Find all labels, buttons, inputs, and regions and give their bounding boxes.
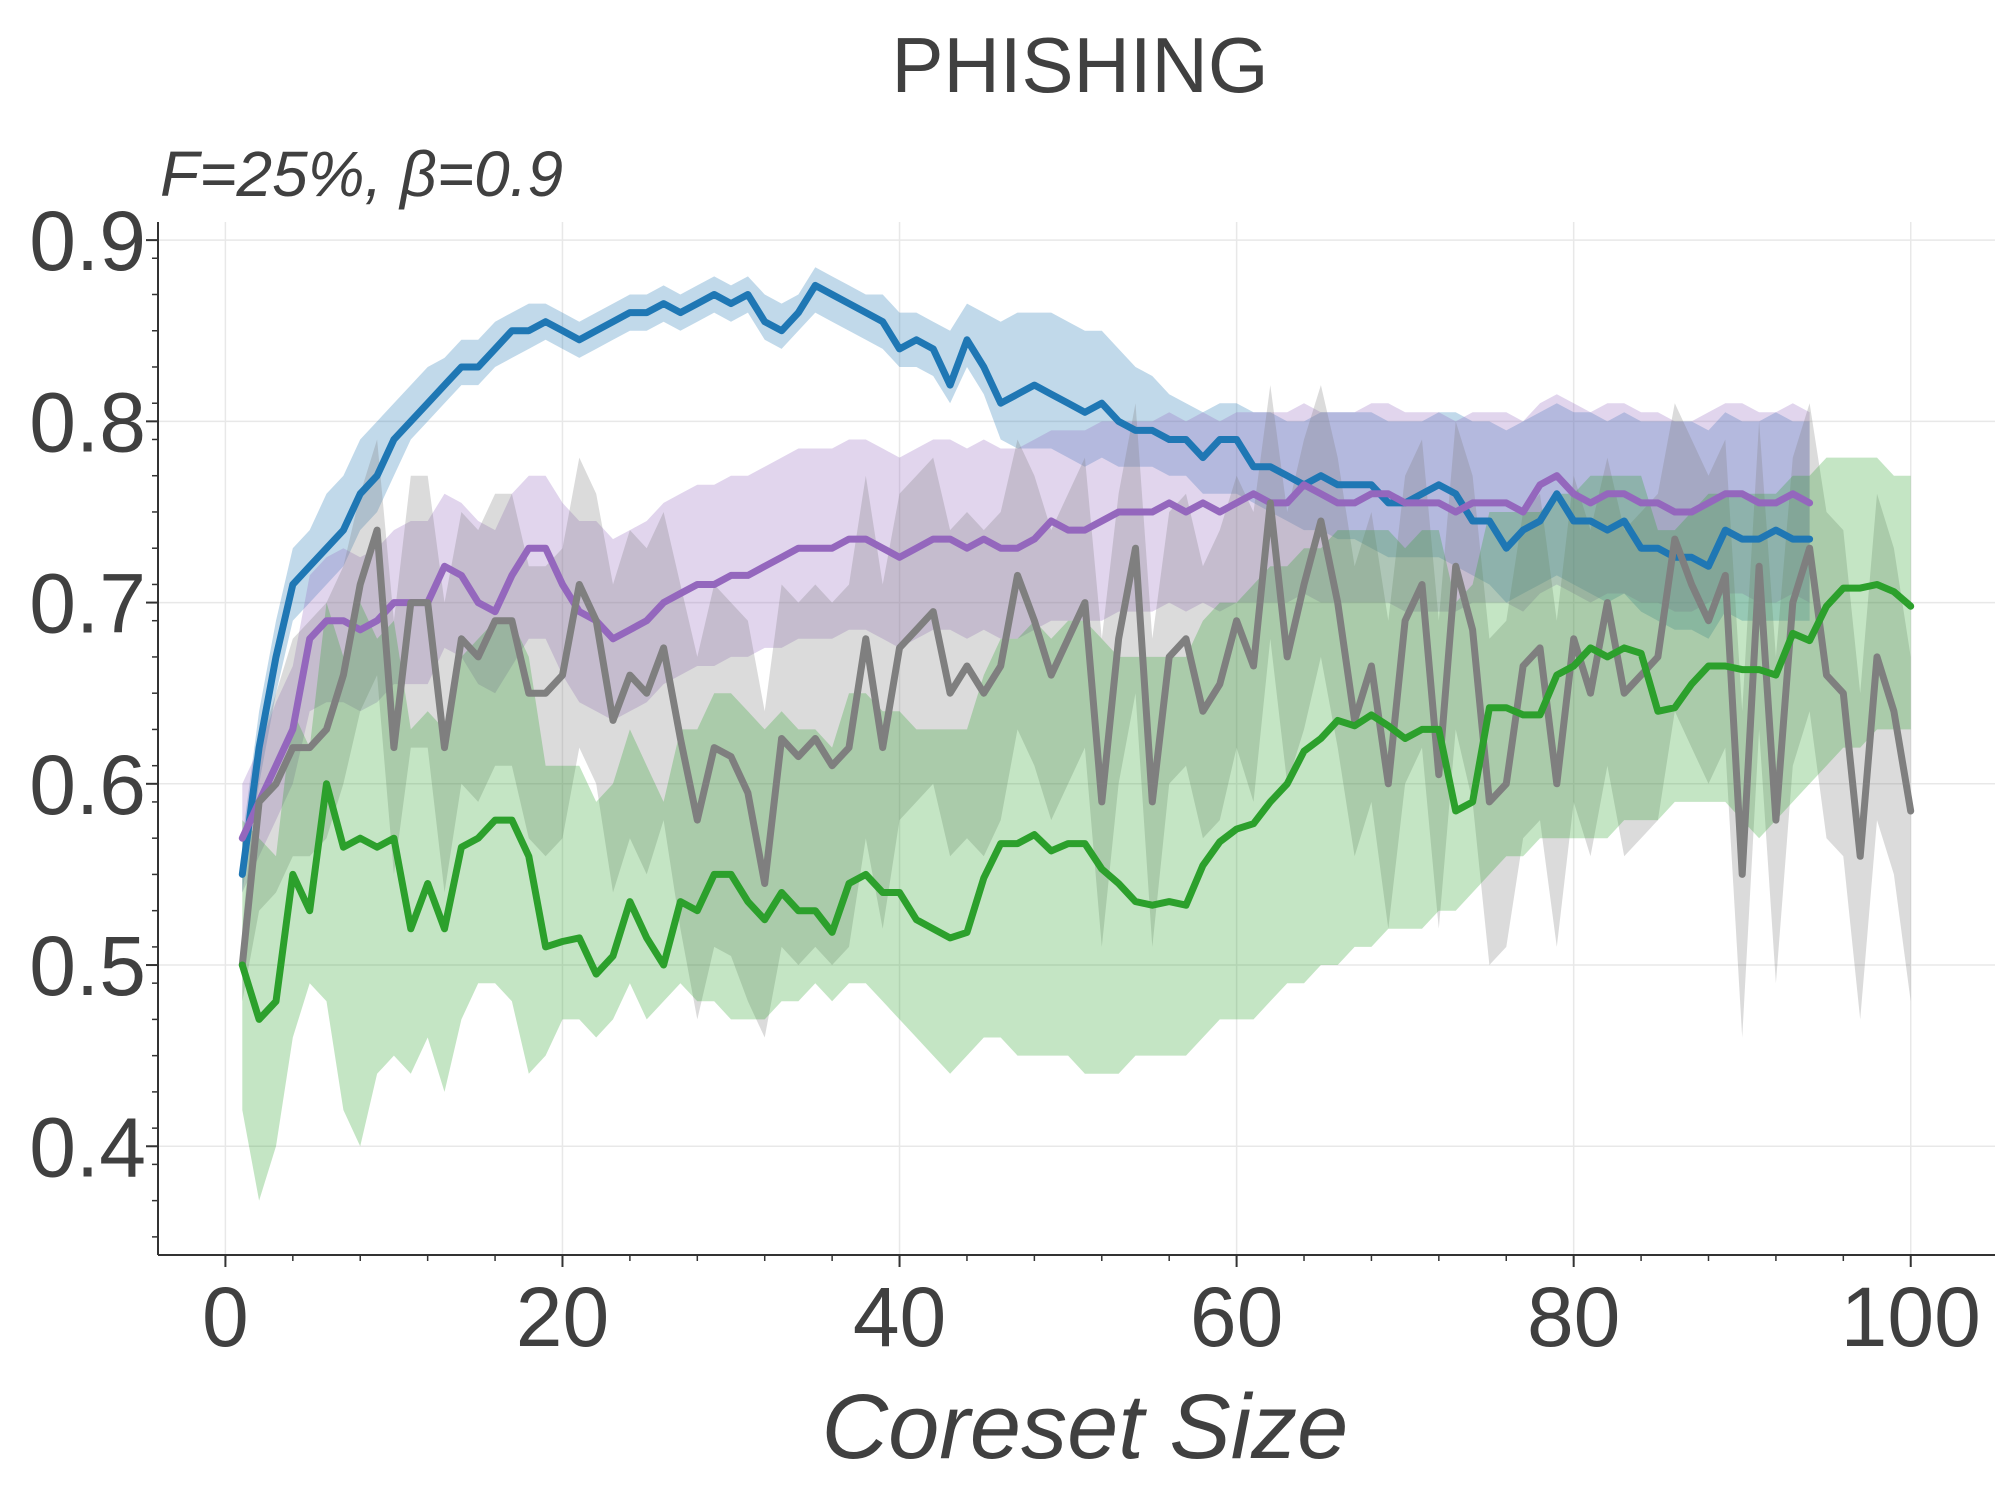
series-lines xyxy=(238,281,1915,1023)
y-tick-label: 0.7 xyxy=(29,557,146,651)
chart-annotation: F=25%, β=0.9 xyxy=(160,138,563,210)
series-2-band xyxy=(242,394,1810,893)
chart-title: PHISHING xyxy=(891,21,1268,109)
x-tick-label: 20 xyxy=(516,1270,609,1364)
x-tick-label: 80 xyxy=(1527,1270,1620,1364)
y-tick-label: 0.5 xyxy=(29,919,146,1013)
y-tick-label: 0.8 xyxy=(29,375,146,469)
x-tick-labels: 0 20 40 60 80 100 xyxy=(202,1270,1981,1364)
x-axis-label: Coreset Size xyxy=(822,1376,1349,1478)
series-3-band xyxy=(242,385,1911,1038)
series-4-band xyxy=(242,457,1911,1201)
x-tick-label: 100 xyxy=(1841,1270,1981,1364)
x-tick-label: 60 xyxy=(1190,1270,1283,1364)
series-1-band xyxy=(242,267,1810,893)
series-3-line xyxy=(238,499,1915,969)
y-tick-labels: 0.4 0.5 0.6 0.7 0.8 0.9 xyxy=(29,194,146,1194)
series-2-line xyxy=(238,472,1814,842)
y-tick-label: 0.4 xyxy=(29,1100,146,1194)
confidence-bands xyxy=(242,267,1911,1201)
axes xyxy=(146,222,1995,1267)
y-tick-label: 0.9 xyxy=(29,194,146,288)
y-tick-label: 0.6 xyxy=(29,738,146,832)
x-tick-label: 0 xyxy=(202,1270,249,1364)
x-tick-label: 40 xyxy=(853,1270,946,1364)
series-1-line xyxy=(238,281,1814,878)
series-4-line xyxy=(238,581,1915,1023)
grid-lines xyxy=(158,222,1995,1255)
